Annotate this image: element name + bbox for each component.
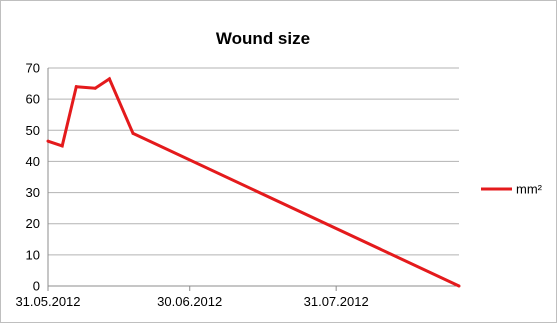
x-axis: 31.05.2012 30.06.2012 31.07.2012 [15,285,459,309]
gridlines [48,67,459,256]
y-tick-label: 30 [26,185,40,200]
y-tick-label: 70 [26,61,40,76]
y-tick-label: 10 [26,247,40,262]
y-tick-label: 40 [26,154,40,169]
line-chart: Wound size 0 10 20 30 40 50 60 70 31.05.2012 30.… [15,29,543,309]
data-point [46,139,50,143]
legend: mm² [481,182,543,197]
data-point [107,77,111,81]
y-tick-label: 20 [26,216,40,231]
y-tick-label: 0 [33,279,40,294]
x-tick-label: 30.06.2012 [157,294,222,309]
data-point [131,131,135,135]
x-tick-label: 31.07.2012 [304,294,369,309]
data-point [74,85,78,89]
y-tick-label: 60 [26,92,40,107]
chart-title: Wound size [216,29,310,48]
y-axis: 0 10 20 30 40 50 60 70 [26,61,49,294]
data-point [60,144,64,148]
x-tick-label: 31.05.2012 [15,294,80,309]
y-tick-label: 50 [26,123,40,138]
data-point [457,284,461,288]
legend-label: mm² [516,182,543,197]
series-layer [46,76,461,288]
data-point [93,86,97,90]
